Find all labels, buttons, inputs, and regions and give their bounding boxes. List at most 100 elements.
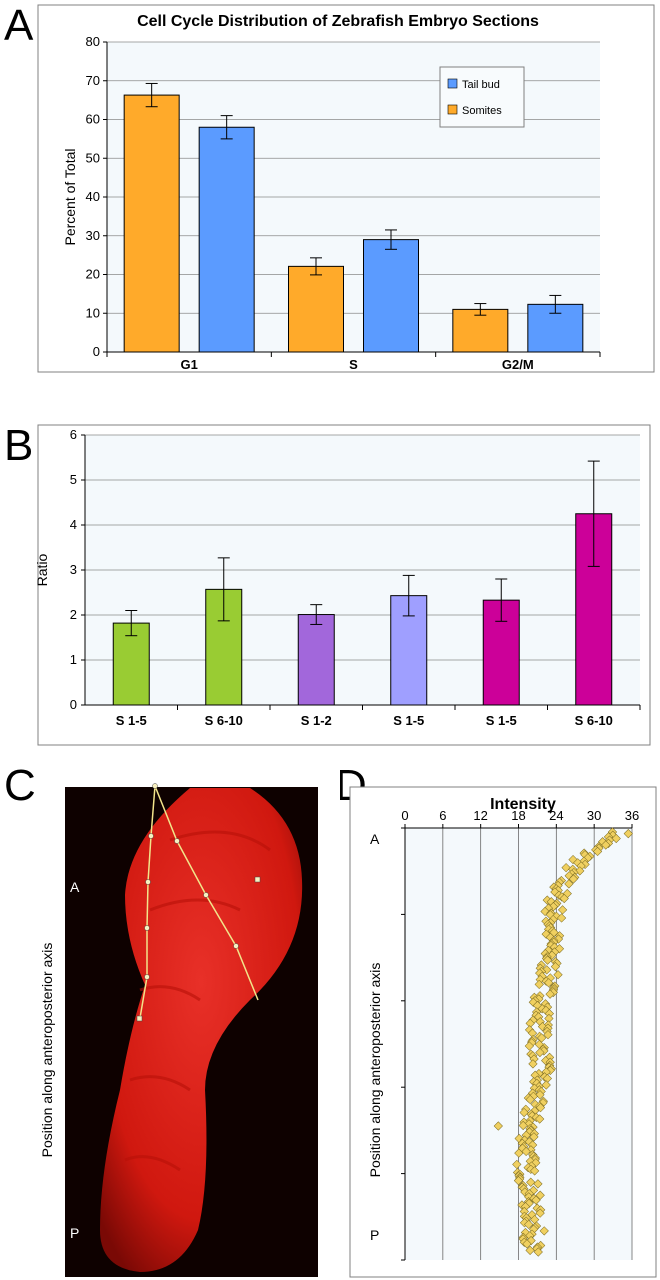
category-label: G2/M bbox=[502, 357, 534, 372]
chart-a-y-axis-title: Percent of Total bbox=[62, 148, 78, 245]
category-label: S 1-5 bbox=[393, 713, 424, 728]
data-point bbox=[535, 1190, 545, 1200]
chart-a-y-ticks: 0 10 20 30 40 50 60 70 80 bbox=[86, 34, 107, 359]
panel-label-c: C bbox=[4, 761, 36, 810]
panel-label-b: B bbox=[4, 421, 33, 470]
bar-somites bbox=[452, 308, 509, 353]
error-bar bbox=[474, 303, 487, 316]
chart-b-bars bbox=[112, 460, 613, 706]
bar-tail-bud bbox=[198, 126, 255, 353]
data-point bbox=[623, 829, 633, 839]
chart-d-points bbox=[493, 827, 633, 1257]
bar-somites bbox=[123, 94, 180, 353]
data-point bbox=[530, 1166, 540, 1176]
outlier-point bbox=[493, 1121, 503, 1131]
y-tick-label: 3 bbox=[70, 562, 77, 577]
y-tick-label: 10 bbox=[86, 305, 100, 320]
x-tick-label: 0 bbox=[401, 808, 408, 823]
data-point bbox=[525, 1094, 535, 1105]
category-label: S 6-10 bbox=[575, 713, 613, 728]
legend-label-tail-bud: Tail bud bbox=[462, 79, 500, 91]
data-point bbox=[611, 833, 621, 844]
bar-somites bbox=[288, 265, 344, 353]
data-point bbox=[550, 961, 561, 972]
x-tick-label: 24 bbox=[549, 808, 563, 823]
chart-a-categories: G1 S G2/M bbox=[106, 352, 601, 372]
data-point bbox=[521, 1146, 531, 1157]
data-point bbox=[543, 1030, 553, 1040]
error-bar bbox=[310, 257, 322, 276]
data-point bbox=[524, 1219, 534, 1230]
data-point bbox=[514, 1148, 524, 1158]
y-tick-label: 0 bbox=[93, 344, 100, 359]
panel-label-a: A bbox=[4, 1, 34, 50]
data-point bbox=[535, 1114, 545, 1124]
data-point bbox=[512, 1159, 522, 1170]
data-point bbox=[527, 1028, 538, 1038]
data-point bbox=[601, 840, 611, 850]
x-tick-label: 30 bbox=[587, 808, 601, 823]
data-point bbox=[542, 1073, 552, 1084]
error-bar bbox=[145, 82, 158, 108]
y-tick-label: 40 bbox=[86, 189, 100, 204]
y-tick-label: 0 bbox=[70, 697, 77, 712]
chart-d-x-ticks: 0 6 12 18 24 30 36 bbox=[401, 808, 639, 828]
chart-a-bars bbox=[123, 82, 584, 353]
data-point bbox=[528, 1059, 538, 1069]
data-point bbox=[544, 978, 554, 988]
legend-swatch-somites bbox=[447, 104, 458, 115]
data-point bbox=[564, 879, 574, 889]
data-point bbox=[519, 1107, 529, 1118]
posterior-label-d: P bbox=[370, 1227, 379, 1243]
y-tick-label: 5 bbox=[70, 472, 77, 487]
error-bar bbox=[125, 610, 138, 637]
y-tick-label: 1 bbox=[70, 652, 77, 667]
data-point bbox=[525, 1245, 535, 1255]
y-tick-label: 60 bbox=[86, 112, 100, 127]
panel-c: C A P Position along anteroposterior axi… bbox=[4, 761, 318, 1277]
data-point bbox=[559, 893, 569, 904]
data-point bbox=[533, 1179, 543, 1189]
y-tick-label: 30 bbox=[86, 228, 100, 243]
bar-tail-bud bbox=[363, 239, 419, 353]
category-label: S 1-5 bbox=[486, 713, 517, 728]
data-point bbox=[518, 1120, 528, 1131]
data-point bbox=[531, 1195, 541, 1205]
data-point bbox=[592, 846, 603, 857]
y-tick-label: 6 bbox=[70, 427, 77, 442]
axis-trace-line bbox=[139, 785, 259, 1019]
error-bar bbox=[402, 574, 415, 617]
category-label: S 6-10 bbox=[205, 713, 243, 728]
error-bar bbox=[310, 604, 323, 625]
chart-c-y-axis-title: Position along anteroposterior axis bbox=[39, 943, 55, 1158]
anterior-label-c: A bbox=[70, 879, 80, 895]
x-tick-label: 18 bbox=[511, 808, 525, 823]
y-tick-label: 2 bbox=[70, 607, 77, 622]
data-point bbox=[545, 989, 555, 999]
y-tick-label: 4 bbox=[70, 517, 77, 532]
panel-d: D Intensity 0 6 12 18 24 30 36 A P Position al… bbox=[340, 761, 657, 1278]
chart-b-categories: S 1-5 S 6-10 S 1-2 S 1-5 S 1-5 S 6-10 bbox=[116, 705, 641, 728]
panel-a: A Cell Cycle Distribution of Zebrafish E… bbox=[4, 1, 655, 373]
chart-b-y-axis-title: Ratio bbox=[34, 553, 50, 586]
data-point bbox=[526, 1177, 536, 1187]
data-point bbox=[524, 1041, 534, 1051]
chart-a-legend: Tail bud Somites bbox=[439, 66, 525, 128]
category-label: G1 bbox=[180, 357, 197, 372]
error-bar bbox=[385, 229, 397, 250]
data-point bbox=[556, 913, 567, 923]
data-point bbox=[539, 1226, 549, 1236]
error-bar bbox=[495, 578, 508, 622]
data-point bbox=[568, 874, 579, 884]
chart-b-y-ticks: 0 1 2 3 4 5 6 bbox=[70, 427, 85, 712]
chart-d-y-ticks bbox=[401, 827, 405, 1261]
error-bar bbox=[587, 460, 600, 567]
x-tick-label: 12 bbox=[473, 808, 487, 823]
data-point bbox=[553, 970, 563, 980]
chart-a-title: Cell Cycle Distribution of Zebrafish Emb… bbox=[137, 13, 539, 30]
anterior-label-d: A bbox=[370, 831, 380, 847]
error-bar bbox=[217, 557, 230, 622]
data-point bbox=[541, 1080, 551, 1090]
y-tick-label: 50 bbox=[86, 150, 100, 165]
